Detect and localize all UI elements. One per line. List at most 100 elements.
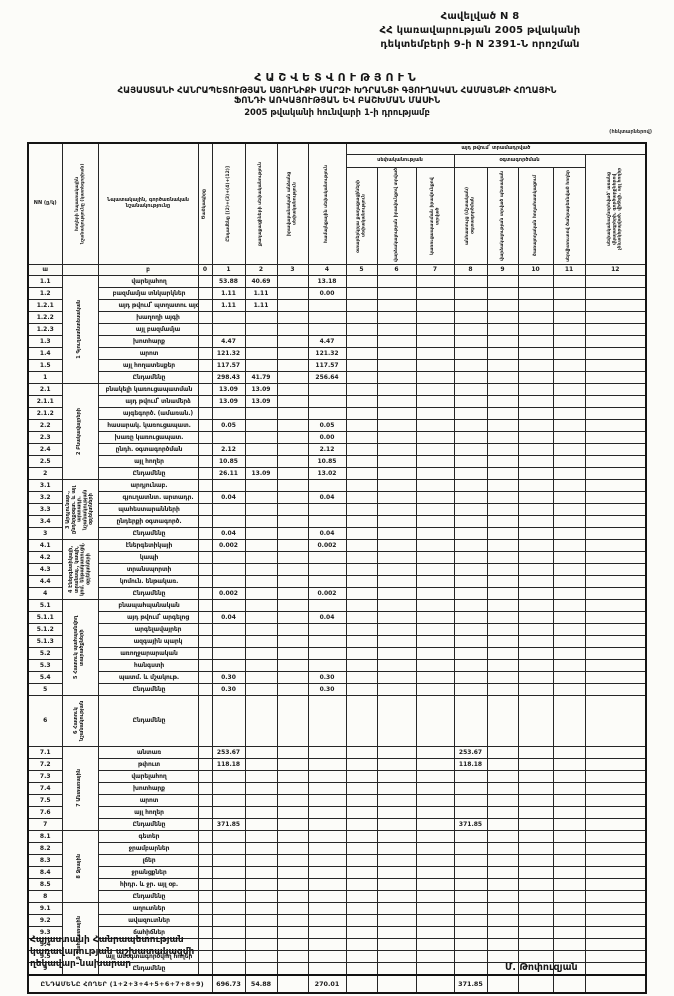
value-cell [345,805,378,819]
value-cell [211,877,246,891]
value-cell [486,913,519,927]
code-cell [197,901,213,915]
value-cell [244,610,278,624]
value-cell [552,781,586,795]
code-cell [197,562,213,576]
land-type-cell: ջրամբարներ [97,841,199,855]
value-cell [307,406,347,420]
grand-total-value-cell [486,973,519,993]
value-cell: 0.04 [307,610,347,624]
code-cell [197,598,213,612]
value-cell: 1.11 [244,286,278,300]
value-cell [211,478,246,492]
value-cell [211,310,246,324]
value-cell [584,286,647,300]
value-cell [453,781,488,795]
code-cell [197,781,213,795]
value-cell [453,961,488,975]
value-cell [486,949,519,963]
value-cell [552,925,586,939]
value-cell [276,757,309,771]
value-cell [276,562,309,576]
code-cell [197,478,213,492]
value-cell [376,574,417,588]
value-cell [517,538,554,552]
value-cell [244,646,278,660]
value-cell [244,853,278,867]
value-cell: 117.57 [307,358,347,372]
value-cell: 2.12 [211,442,246,456]
column-number-cell: 12 [584,263,647,276]
table-row: 3.4 ընդերքի օգտագործ. [27,514,647,528]
code-cell [197,394,213,408]
value-cell [415,961,455,975]
value-cell [276,781,309,795]
table-row: 5.1.1 այդ թվում՝ արգելոց 0.04 0.04 [27,610,647,624]
value-cell [453,298,488,312]
value-cell [552,598,586,612]
value-cell [415,817,455,831]
value-cell [517,769,554,783]
value-cell [584,793,647,807]
value-cell [376,658,417,672]
value-cell: 0.30 [211,682,246,696]
value-cell [276,502,309,516]
table-row: 1.1 1 Գյուղատնտեսական վարելահող 53.88 40.69 1… [27,274,647,384]
value-cell [376,646,417,660]
value-cell: 0.04 [307,490,347,504]
value-cell [244,745,278,759]
value-cell [376,745,417,759]
value-cell [517,574,554,588]
value-cell [486,634,519,648]
value-cell [486,274,519,288]
value-cell [345,598,378,612]
value-cell [453,286,488,300]
signature-line: կառավարության աշխատակազմի [30,947,195,958]
value-cell [415,805,455,819]
value-cell: 0.04 [307,526,347,540]
value-cell [276,622,309,636]
value-cell [552,478,586,492]
table-row: 8 Ընդամենը [27,889,647,903]
value-cell [584,658,647,672]
value-cell [211,853,246,867]
table-row: 9.1 9 Պահուստային աղուտներ [27,901,647,975]
land-type-cell: թփուտ [97,757,199,771]
value-cell [345,757,378,771]
table-row: 5.1.2 արգելավայրեր [27,622,647,636]
value-cell [376,466,417,480]
value-cell [345,538,378,552]
code-cell [197,274,213,288]
land-type-cell: վարելահող [97,274,199,288]
value-cell [376,490,417,504]
table-row: 5 Ընդամենը 0.30 0.30 [27,682,647,696]
value-cell [486,310,519,324]
table-row: 4.1 4 Էներգետիկայի, տրանսպ., կապի, կոմ. ե… [27,538,647,600]
value-cell [584,514,647,528]
code-cell [197,574,213,588]
value-cell: 4.47 [307,334,347,348]
value-cell [276,877,309,891]
value-cell [453,478,488,492]
land-type-cell: ավազուտներ [97,913,199,927]
value-cell [486,358,519,372]
value-cell [584,694,647,747]
value-cell [584,274,647,288]
column-number-cell: 10 [517,263,554,276]
value-cell [244,937,278,951]
value-cell [552,538,586,552]
code-cell [197,538,213,552]
value-cell [415,586,455,600]
value-cell [415,406,455,420]
units-note: (հեկտարներով) [609,129,652,135]
column-header-nn: NN (ը/կ) [27,142,63,265]
value-cell [345,502,378,516]
land-type-cell: առողջարարական [97,646,199,660]
value-cell [552,865,586,879]
value-cell [552,745,586,759]
value-cell: 1.11 [211,286,246,300]
code-cell [197,889,213,903]
value-cell [276,298,309,312]
value-cell [345,769,378,783]
value-cell [486,286,519,300]
